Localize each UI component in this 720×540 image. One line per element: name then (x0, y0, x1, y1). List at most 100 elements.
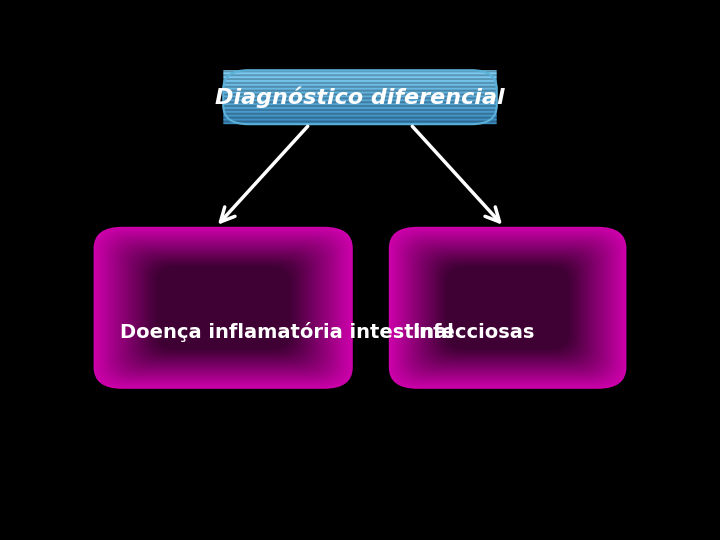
FancyBboxPatch shape (402, 237, 613, 379)
FancyBboxPatch shape (395, 231, 621, 384)
FancyBboxPatch shape (438, 261, 577, 355)
FancyBboxPatch shape (400, 235, 615, 381)
FancyBboxPatch shape (223, 102, 497, 103)
FancyBboxPatch shape (141, 256, 305, 359)
FancyBboxPatch shape (223, 91, 497, 92)
FancyBboxPatch shape (399, 233, 616, 382)
FancyBboxPatch shape (436, 259, 579, 356)
FancyBboxPatch shape (115, 240, 331, 375)
FancyBboxPatch shape (432, 256, 583, 359)
FancyBboxPatch shape (423, 249, 593, 366)
FancyBboxPatch shape (415, 244, 600, 372)
FancyBboxPatch shape (223, 120, 497, 122)
FancyBboxPatch shape (223, 100, 497, 102)
FancyBboxPatch shape (104, 233, 342, 382)
FancyBboxPatch shape (223, 78, 497, 80)
FancyBboxPatch shape (113, 239, 333, 377)
FancyBboxPatch shape (120, 243, 327, 373)
FancyBboxPatch shape (100, 231, 346, 384)
FancyBboxPatch shape (98, 230, 348, 386)
FancyBboxPatch shape (425, 251, 590, 364)
FancyBboxPatch shape (148, 261, 299, 355)
FancyBboxPatch shape (393, 230, 623, 386)
FancyBboxPatch shape (156, 266, 290, 350)
FancyBboxPatch shape (413, 243, 603, 373)
FancyBboxPatch shape (139, 255, 307, 361)
FancyBboxPatch shape (223, 86, 497, 88)
FancyBboxPatch shape (418, 247, 597, 368)
FancyBboxPatch shape (223, 111, 497, 112)
FancyBboxPatch shape (223, 77, 497, 78)
FancyBboxPatch shape (223, 108, 497, 109)
FancyBboxPatch shape (223, 88, 497, 89)
FancyBboxPatch shape (223, 105, 497, 106)
FancyBboxPatch shape (223, 116, 497, 117)
FancyBboxPatch shape (410, 241, 605, 374)
Text: Diagnóstico diferencial: Diagnóstico diferencial (215, 86, 505, 108)
FancyBboxPatch shape (111, 238, 336, 378)
FancyBboxPatch shape (389, 227, 626, 389)
FancyBboxPatch shape (152, 263, 294, 352)
FancyBboxPatch shape (442, 263, 573, 352)
FancyBboxPatch shape (130, 249, 316, 366)
FancyBboxPatch shape (223, 123, 497, 124)
FancyBboxPatch shape (223, 96, 497, 97)
FancyBboxPatch shape (223, 94, 497, 96)
FancyBboxPatch shape (107, 235, 340, 381)
FancyBboxPatch shape (223, 115, 497, 116)
FancyBboxPatch shape (416, 246, 599, 370)
FancyBboxPatch shape (223, 119, 497, 120)
FancyBboxPatch shape (137, 254, 310, 362)
FancyBboxPatch shape (223, 112, 497, 113)
FancyBboxPatch shape (117, 241, 329, 374)
FancyBboxPatch shape (223, 81, 497, 82)
FancyBboxPatch shape (94, 227, 353, 389)
FancyBboxPatch shape (145, 259, 301, 356)
FancyBboxPatch shape (405, 238, 611, 378)
FancyBboxPatch shape (223, 84, 497, 85)
FancyBboxPatch shape (434, 258, 581, 357)
FancyBboxPatch shape (223, 118, 497, 119)
FancyBboxPatch shape (441, 262, 575, 354)
FancyBboxPatch shape (426, 252, 589, 363)
FancyBboxPatch shape (96, 228, 351, 388)
FancyBboxPatch shape (223, 80, 497, 81)
FancyBboxPatch shape (223, 103, 497, 104)
FancyBboxPatch shape (122, 244, 325, 372)
FancyBboxPatch shape (143, 258, 303, 357)
FancyBboxPatch shape (409, 240, 606, 375)
FancyBboxPatch shape (223, 89, 497, 90)
FancyBboxPatch shape (223, 92, 497, 93)
FancyBboxPatch shape (135, 252, 312, 363)
FancyBboxPatch shape (223, 76, 497, 77)
FancyBboxPatch shape (223, 99, 497, 100)
FancyBboxPatch shape (223, 110, 497, 111)
FancyBboxPatch shape (223, 122, 497, 123)
FancyBboxPatch shape (391, 228, 624, 388)
FancyBboxPatch shape (223, 70, 497, 71)
FancyBboxPatch shape (428, 254, 587, 362)
FancyBboxPatch shape (223, 97, 497, 98)
FancyBboxPatch shape (223, 85, 497, 86)
FancyBboxPatch shape (223, 104, 497, 105)
Text: Doença inflamatória intestinal: Doença inflamatória intestinal (120, 322, 454, 342)
FancyBboxPatch shape (444, 265, 571, 351)
FancyBboxPatch shape (154, 265, 292, 351)
FancyBboxPatch shape (223, 73, 497, 75)
FancyBboxPatch shape (223, 93, 497, 94)
FancyBboxPatch shape (126, 247, 320, 368)
FancyBboxPatch shape (446, 266, 569, 350)
FancyBboxPatch shape (223, 75, 497, 76)
FancyBboxPatch shape (124, 246, 323, 370)
FancyBboxPatch shape (420, 248, 595, 367)
FancyBboxPatch shape (150, 262, 297, 354)
FancyBboxPatch shape (223, 82, 497, 84)
FancyBboxPatch shape (223, 113, 497, 115)
Text: Infecciosas: Infecciosas (413, 322, 535, 342)
FancyBboxPatch shape (223, 107, 497, 108)
FancyBboxPatch shape (132, 251, 314, 364)
FancyBboxPatch shape (223, 71, 497, 73)
FancyBboxPatch shape (102, 232, 344, 383)
FancyBboxPatch shape (397, 232, 618, 383)
Text: 🎀: 🎀 (25, 26, 40, 50)
